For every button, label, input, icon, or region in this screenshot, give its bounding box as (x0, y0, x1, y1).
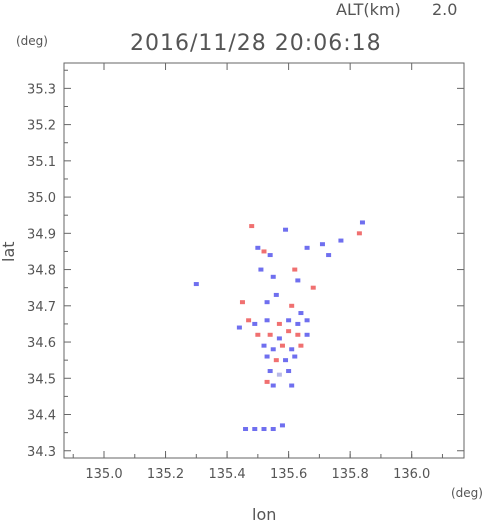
y-tick-label: 34.9 (27, 227, 56, 242)
heatmap-cell (304, 318, 310, 323)
heatmap-cell (249, 224, 255, 229)
heatmap-cell (286, 318, 292, 323)
heatmap-cell (286, 369, 292, 374)
y-tick-label: 34.8 (27, 264, 56, 279)
heatmap-cell (239, 300, 245, 305)
heatmap-cell (243, 427, 249, 432)
chart-title: 2016/11/28 20:06:18 (130, 31, 382, 56)
y-tick-label: 35.0 (27, 191, 56, 206)
heatmap-cell (356, 231, 362, 236)
y-axis-label: lat (0, 241, 18, 262)
heatmap-cell (276, 372, 282, 377)
heatmap-cell (264, 354, 270, 359)
heatmap-cell (270, 347, 276, 352)
heatmap-cell (264, 379, 270, 384)
y-tick-label: 34.6 (27, 336, 56, 351)
heatmap-cell (295, 278, 301, 283)
heatmap-cell (258, 267, 264, 272)
heatmap-cell (292, 267, 298, 272)
y-axis-unit: (deg) (16, 34, 48, 48)
heatmap-cell (283, 358, 289, 363)
heatmap-cell (255, 332, 261, 337)
x-axis-ticks: 135.0 135.2 135.4 135.6 135.8 136.0 (72, 63, 443, 482)
heatmap-cell (267, 369, 273, 374)
heatmap-cell (304, 332, 310, 337)
heatmap-cell (261, 249, 267, 254)
heatmap-cell (289, 303, 295, 308)
y-tick-label: 35.2 (27, 119, 56, 134)
heatmap-cell (276, 321, 282, 326)
heatmap-cells (193, 220, 365, 432)
heatmap-cell (359, 220, 365, 225)
heatmap-cell (246, 318, 252, 323)
heatmap-cell (270, 383, 276, 388)
altitude-value: 2.0 (432, 0, 457, 19)
heatmap-cell (267, 332, 273, 337)
x-axis-unit: (deg) (451, 486, 483, 500)
heatmap-cell (289, 347, 295, 352)
heatmap-cell (273, 292, 279, 297)
heatmap-cell (295, 332, 301, 337)
y-tick-label: 35.1 (27, 155, 56, 170)
x-tick-label: 135.2 (147, 467, 184, 482)
y-tick-label: 34.5 (27, 372, 56, 387)
heatmap-cell (338, 238, 344, 243)
altitude-label: ALT(km) (336, 0, 401, 19)
x-axis-label: lon (252, 505, 276, 521)
heatmap-cell (270, 274, 276, 279)
heatmap-cell (326, 253, 332, 258)
x-tick-label: 135.0 (85, 467, 122, 482)
heatmap-cell (304, 245, 310, 250)
y-axis-ticks: 34.3 34.4 34.5 34.6 34.7 34.8 34.9 35.0 35.1 35.2… (27, 69, 464, 460)
heatmap-cell (286, 329, 292, 334)
heatmap-cell (295, 321, 301, 326)
heatmap-cell (292, 354, 298, 359)
heatmap-cell (193, 282, 199, 287)
heatmap-cell (252, 321, 258, 326)
heatmap-cell (298, 343, 304, 348)
heatmap-cell (283, 227, 289, 232)
x-tick-label: 135.4 (208, 467, 245, 482)
x-tick-label: 135.8 (332, 467, 369, 482)
x-tick-label: 135.6 (270, 467, 307, 482)
heatmap-cell (255, 245, 261, 250)
y-tick-label: 34.3 (27, 445, 56, 460)
y-tick-label: 34.7 (27, 300, 56, 315)
heatmap-cell (261, 427, 267, 432)
heatmap-cell (236, 325, 242, 330)
heatmap-cell (289, 383, 295, 388)
heatmap-cell (270, 427, 276, 432)
heatmap-cell (310, 285, 316, 290)
heatmap-cell (264, 300, 270, 305)
heatmap-cell (276, 336, 282, 341)
plot-frame (63, 62, 465, 459)
heatmap-cell (279, 343, 285, 348)
heatmap-cell (261, 343, 267, 348)
heatmap-cell (267, 253, 273, 258)
y-tick-label: 35.3 (27, 82, 56, 97)
heatmap-cell (273, 358, 279, 363)
x-tick-label: 136.0 (393, 467, 430, 482)
y-tick-label: 34.4 (27, 409, 56, 424)
heatmap-cell (298, 311, 304, 316)
heatmap-cell (319, 242, 325, 247)
heatmap-cell (279, 423, 285, 428)
heatmap-cell (252, 427, 258, 432)
heatmap-cell (264, 318, 270, 323)
